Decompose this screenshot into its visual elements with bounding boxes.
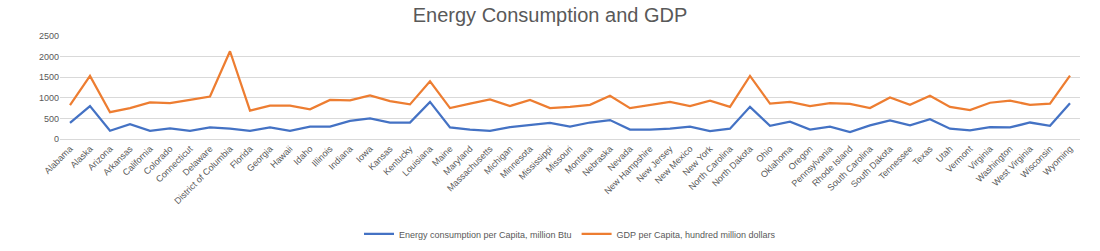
svg-text:Minnesota: Minnesota [498, 144, 534, 180]
svg-text:Oklahoma: Oklahoma [759, 144, 795, 180]
svg-text:Colorado: Colorado [142, 144, 175, 177]
svg-text:Massachusetts: Massachusetts [445, 143, 495, 193]
svg-text:Iowa: Iowa [354, 144, 375, 165]
svg-text:South Dakota: South Dakota [849, 144, 895, 190]
svg-text:New Hampshire: New Hampshire [602, 144, 654, 196]
svg-text:2000: 2000 [39, 52, 59, 62]
svg-text:New Jersey: New Jersey [634, 143, 675, 184]
svg-text:Maine: Maine [430, 144, 454, 168]
svg-text:Energy consumption per Capita,: Energy consumption per Capita, million B… [399, 230, 572, 240]
svg-text:District of Columbia: District of Columbia [172, 144, 234, 206]
svg-text:Alaska: Alaska [68, 144, 94, 170]
svg-text:Alabama: Alabama [42, 144, 74, 176]
svg-text:Mississippi: Mississippi [517, 144, 555, 182]
svg-text:0: 0 [54, 134, 59, 144]
svg-text:Maryland: Maryland [441, 144, 474, 177]
svg-text:GDP per Capita, hundred millio: GDP per Capita, hundred million dollars [617, 230, 776, 240]
svg-text:Michigan: Michigan [482, 144, 515, 177]
svg-text:Missouri: Missouri [544, 144, 575, 175]
svg-text:Utah: Utah [934, 144, 955, 165]
svg-text:North Carolina: North Carolina [686, 144, 734, 192]
svg-text:Vermont: Vermont [944, 143, 975, 174]
svg-text:Ohio: Ohio [754, 144, 775, 165]
svg-text:Energy Consumption and GDP: Energy Consumption and GDP [413, 4, 688, 26]
svg-text:Louisiana: Louisiana [400, 144, 434, 178]
svg-text:Oregon: Oregon [786, 144, 814, 172]
svg-text:Rhode Island: Rhode Island [810, 144, 855, 189]
svg-text:Virginia: Virginia [966, 144, 994, 172]
svg-text:Arkansas: Arkansas [101, 143, 135, 177]
svg-text:Kentucky: Kentucky [381, 143, 415, 177]
svg-text:California: California [121, 144, 155, 178]
svg-text:New York: New York [681, 143, 715, 177]
svg-text:Wyoming: Wyoming [1041, 144, 1075, 178]
svg-text:Delaware: Delaware [181, 144, 215, 178]
svg-text:New Mexico: New Mexico [653, 144, 695, 186]
svg-text:Indiana: Indiana [327, 144, 355, 172]
svg-text:Pennsylvania: Pennsylvania [790, 144, 835, 189]
svg-text:Florida: Florida [228, 144, 255, 171]
svg-text:South Carolina: South Carolina [825, 144, 874, 193]
svg-text:Georgia: Georgia [245, 144, 275, 174]
svg-text:1500: 1500 [39, 72, 59, 82]
svg-text:Nebraska: Nebraska [580, 144, 614, 178]
svg-text:North Dakota: North Dakota [710, 144, 755, 189]
svg-text:1000: 1000 [39, 93, 59, 103]
svg-text:2500: 2500 [39, 31, 59, 41]
svg-text:Kansas: Kansas [366, 143, 395, 172]
svg-text:Connecticut: Connecticut [154, 143, 195, 184]
svg-text:Texas: Texas [911, 143, 935, 167]
svg-text:Washington: Washington [974, 144, 1014, 184]
svg-text:500: 500 [44, 114, 59, 124]
svg-text:Idaho: Idaho [292, 144, 315, 167]
svg-text:Hawaii: Hawaii [268, 144, 294, 170]
svg-text:Wisconsin: Wisconsin [1019, 144, 1055, 180]
svg-text:Arizona: Arizona [86, 144, 115, 173]
svg-text:Montana: Montana [563, 144, 595, 176]
svg-text:Illinois: Illinois [310, 143, 335, 168]
svg-text:Nevada: Nevada [606, 144, 635, 173]
svg-text:Tennessee: Tennessee [877, 144, 915, 182]
svg-text:West Virginia: West Virginia [990, 144, 1034, 188]
